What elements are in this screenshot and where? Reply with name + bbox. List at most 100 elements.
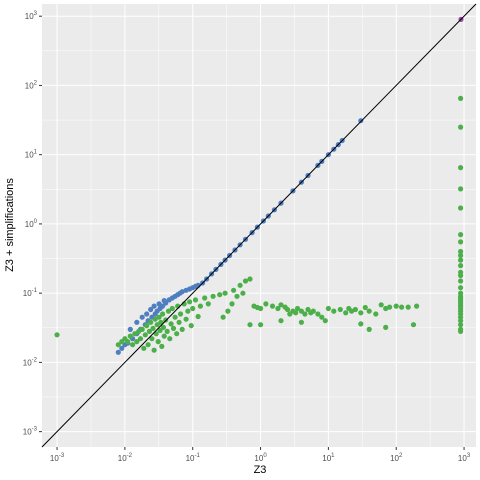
data-point: [152, 316, 158, 322]
data-point: [161, 333, 167, 339]
data-point: [229, 301, 235, 307]
data-point: [144, 311, 150, 317]
data-point: [169, 305, 175, 312]
data-point: [164, 328, 170, 334]
data-point: [142, 332, 148, 338]
data-point: [366, 308, 372, 314]
data-point: [373, 311, 379, 317]
data-point: [148, 306, 154, 313]
data-point: [383, 324, 389, 330]
data-point: [278, 302, 284, 308]
x-axis: 10-3 10-2 10-1 100 101 102 103: [50, 447, 471, 463]
data-point: [159, 343, 165, 349]
data-point: [302, 311, 308, 317]
data-point: [137, 336, 144, 342]
data-point: [146, 328, 152, 334]
data-point: [242, 278, 249, 284]
data-point: [458, 205, 464, 211]
data-point: [154, 322, 160, 328]
data-point: [337, 306, 343, 313]
data-point: [275, 305, 281, 312]
data-point: [222, 290, 228, 296]
x-tick-label: 100: [254, 453, 267, 463]
y-tick-label: 102: [25, 80, 38, 90]
data-point: [210, 293, 216, 299]
data-point: [144, 323, 150, 329]
data-point: [127, 333, 133, 339]
data-point: [458, 322, 464, 328]
data-point: [183, 316, 189, 322]
data-point: [298, 308, 304, 314]
data-point: [188, 323, 194, 329]
x-tick-label: 101: [322, 453, 335, 463]
data-point: [185, 308, 191, 314]
data-point: [156, 314, 162, 320]
data-point: [458, 263, 464, 269]
x-axis-title: Z3: [254, 464, 267, 476]
data-point: [176, 319, 182, 325]
data-point: [179, 326, 185, 332]
data-point: [54, 332, 60, 338]
data-point: [393, 303, 399, 309]
data-point: [458, 165, 464, 171]
x-tick-label: 10-3: [50, 453, 65, 463]
data-point: [234, 293, 240, 299]
data-point: [458, 186, 464, 192]
data-point: [125, 339, 131, 345]
data-point: [331, 308, 337, 314]
data-point: [458, 278, 464, 284]
data-point: [197, 303, 203, 309]
data-point: [322, 318, 328, 324]
data-point: [458, 318, 464, 324]
data-point: [237, 282, 243, 288]
data-point: [410, 322, 417, 328]
data-point: [315, 311, 321, 317]
data-point: [156, 301, 162, 307]
data-point: [205, 301, 211, 307]
y-tick-label: 10-3: [23, 427, 38, 437]
data-point: [352, 306, 358, 313]
data-point: [167, 336, 173, 342]
data-point: [170, 325, 177, 331]
data-point: [358, 310, 364, 316]
data-point: [151, 303, 157, 309]
data-point: [319, 314, 325, 320]
data-point: [293, 310, 299, 316]
data-point: [174, 331, 180, 337]
data-point: [284, 306, 291, 313]
x-tick-label: 10-2: [118, 453, 133, 463]
y-tick-label: 10-2: [23, 357, 38, 367]
data-point: [310, 308, 316, 314]
grid-minor: [42, 4, 476, 447]
data-point: [458, 124, 464, 130]
data-point: [115, 342, 121, 348]
data-point: [225, 308, 231, 314]
data-point: [378, 302, 384, 308]
data-point: [325, 305, 331, 312]
data-point: [119, 345, 125, 351]
data-point: [383, 305, 389, 312]
y-axis-title: Z3 + simplifications: [4, 178, 16, 272]
data-point: [155, 339, 161, 345]
y-tick-label: 100: [25, 219, 38, 229]
data-point: [160, 324, 166, 330]
data-point: [115, 349, 121, 355]
x-tick-label: 103: [458, 453, 471, 463]
data-point: [247, 322, 253, 328]
data-point: [458, 328, 464, 334]
data-point: [145, 342, 151, 348]
data-point: [202, 295, 208, 301]
data-points: [54, 16, 464, 355]
data-point: [148, 319, 154, 325]
data-point: [157, 327, 163, 333]
y-tick-label: 101: [25, 150, 38, 160]
data-point: [220, 314, 226, 320]
data-point: [458, 95, 464, 101]
data-point: [149, 336, 155, 342]
data-point: [195, 313, 201, 320]
data-point: [130, 342, 136, 348]
data-point: [132, 331, 138, 337]
data-point: [405, 304, 411, 310]
data-point: [179, 289, 185, 295]
